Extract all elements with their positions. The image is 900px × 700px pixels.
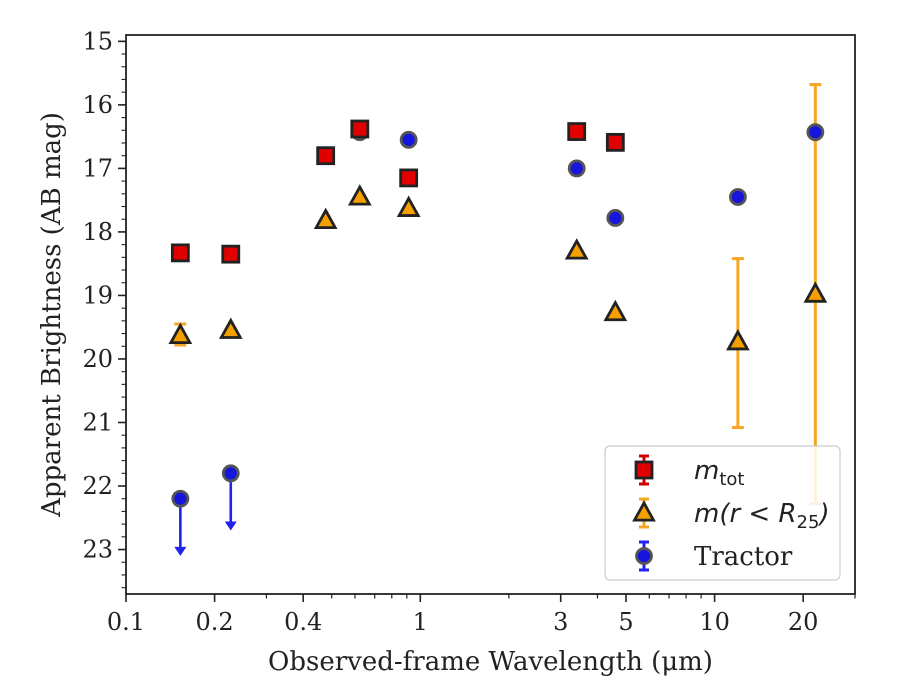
triangle-marker [168, 322, 193, 344]
circle-marker [567, 159, 586, 178]
data-point-triangle [313, 207, 338, 230]
triangle-marker [313, 207, 338, 230]
data-point-circle [567, 159, 586, 178]
square-marker [350, 119, 370, 139]
x-tick-label: 0.1 [107, 608, 145, 636]
legend-box [604, 445, 841, 581]
circle-marker [728, 188, 747, 206]
circle-marker [399, 130, 418, 149]
legend-label: mtot [694, 456, 744, 490]
y-tick-label: 19 [82, 281, 113, 309]
data-point-square [605, 132, 625, 152]
data-point-triangle [803, 281, 828, 303]
x-tick-label: 20 [788, 608, 819, 636]
data-point-square [567, 122, 587, 141]
data-point-square [221, 244, 241, 264]
x-axis-label: Observed-frame Wavelength (μm) [268, 647, 713, 677]
data-point-square [170, 243, 190, 263]
data-point-circle [606, 209, 625, 227]
y-tick-label: 18 [82, 218, 113, 246]
y-tick-label: 20 [82, 345, 113, 373]
triangle-marker [564, 238, 589, 260]
square-marker [170, 243, 190, 263]
y-axis-label: Apparent Brightness (AB mag) [37, 112, 67, 518]
y-tick-label: 17 [82, 154, 113, 182]
y-tick-label: 23 [82, 536, 113, 564]
square-marker [605, 132, 625, 152]
x-tick-label: 5 [618, 608, 633, 636]
square-marker [221, 244, 241, 264]
upper-limit-arrow-head [224, 521, 237, 531]
data-point-circle [399, 130, 418, 149]
legend-circle-marker [635, 547, 653, 565]
y-tick-label: 16 [82, 91, 113, 119]
data-point-circle [728, 188, 747, 206]
square-marker [316, 146, 336, 166]
triangle-marker [396, 195, 421, 217]
y-tick-label: 21 [82, 408, 113, 436]
x-tick-label: 3 [553, 608, 568, 636]
data-point-circle [171, 489, 190, 508]
square-marker [399, 168, 419, 188]
legend-triangle-marker [632, 500, 656, 522]
square-marker [567, 122, 587, 141]
data-point-triangle [564, 238, 589, 260]
data-point-square [350, 119, 370, 139]
upper-limit-arrow-head [174, 546, 187, 556]
plot-frame [125, 34, 856, 595]
x-tick-label: 10 [699, 608, 730, 636]
circle-marker [221, 464, 240, 483]
y-tick-label: 15 [82, 27, 113, 55]
data-point-square [399, 168, 419, 188]
data-point-triangle [218, 317, 243, 339]
data-point-triangle [347, 184, 372, 206]
triangle-marker [347, 184, 372, 206]
legend-square-marker [634, 460, 654, 480]
data-point-triangle [168, 322, 193, 344]
circle-marker [806, 123, 825, 142]
triangle-marker [726, 328, 750, 351]
y-tick-label: 22 [82, 472, 113, 500]
triangle-marker [218, 317, 243, 339]
circle-marker [606, 209, 625, 227]
triangle-marker [803, 281, 828, 303]
triangle-marker [603, 299, 628, 322]
data-point-circle [806, 123, 825, 142]
data-point-triangle [603, 299, 628, 322]
x-tick-label: 0.2 [196, 608, 234, 636]
x-tick-label: 0.4 [284, 608, 322, 636]
x-tick-label: 1 [413, 608, 428, 636]
legend-label: Tractor [694, 542, 793, 572]
circle-marker [171, 489, 190, 508]
data-point-triangle [726, 328, 750, 351]
data-point-triangle [396, 195, 421, 217]
data-point-circle [221, 464, 240, 483]
data-marks [168, 83, 828, 556]
data-point-square [316, 146, 336, 166]
axes: 0.1 0.2 0.4 1 3 5 10 20 15 16 17 18 19 20 21 22 23 [82, 27, 856, 636]
